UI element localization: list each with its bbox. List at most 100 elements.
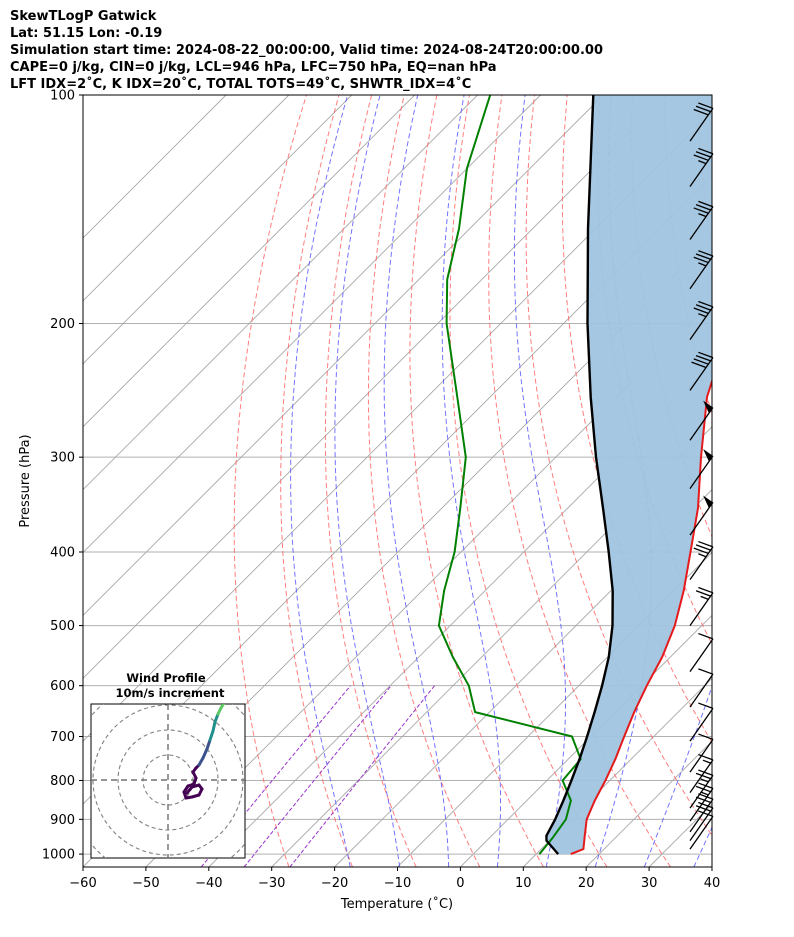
wind-barb (689, 733, 714, 773)
barb-flag (698, 702, 714, 710)
dry-adiabat-line (449, 95, 608, 867)
barb-flag (695, 805, 711, 812)
barb-flag (695, 590, 711, 597)
y-tick-label: 600 (50, 679, 75, 694)
barb-staff (689, 807, 714, 841)
time-line: Simulation start time: 2024-08-22_00:00:… (10, 43, 603, 58)
x-tick-label: −40 (195, 876, 222, 891)
wind-barb (689, 632, 714, 673)
barb-flag (698, 668, 714, 675)
temperature-line (570, 377, 712, 856)
barb-staff (689, 357, 714, 391)
dry-adiabat-line (730, 95, 794, 867)
wind-barb (689, 250, 714, 290)
mixing-ratio-line (243, 685, 392, 867)
barb-flag (698, 200, 714, 208)
barb-flag (693, 154, 709, 161)
barb-flag (695, 204, 711, 211)
barb-flag (698, 586, 714, 594)
x-tick-label: 30 (641, 876, 658, 891)
wind-barb (689, 300, 714, 340)
barb-staff (689, 759, 714, 794)
isotherm-line (83, 95, 416, 428)
barb-flag (693, 358, 709, 365)
barb-staff (689, 708, 714, 742)
dry-adiabat-line (409, 95, 544, 867)
isotherm-line (83, 95, 227, 239)
barb-half-flag (698, 313, 707, 318)
moist-adiabat-line (334, 95, 401, 867)
barb-flag (693, 108, 709, 116)
indices-line-1: CAPE=0 j/kg, CIN=0 j/kg, LCL=946 hPa, LF… (10, 60, 497, 75)
dry-adiabat-line (280, 95, 353, 867)
hodograph-segment (208, 729, 215, 742)
barb-staff (689, 775, 714, 809)
barb-flag (693, 307, 709, 314)
barb-flag (698, 540, 714, 548)
barb-flag (695, 253, 711, 260)
cape-fill-layer (546, 95, 712, 855)
barb-flag (695, 796, 711, 804)
isotherm-line (271, 426, 712, 867)
barb-staff (689, 788, 714, 822)
indices-line-2: LFT IDX=2˚C, K IDX=20˚C, TOTAL TOTS=49˚C… (10, 77, 472, 92)
barb-flag (698, 769, 714, 777)
wind-profile-inset: Wind Profile 10m/s increment (90, 671, 246, 859)
x-axis-ticks: −60 −50 −40 −30 −20 −10 0 10 20 30 40 (69, 867, 720, 891)
barb-staff (689, 592, 714, 626)
y-tick-label: 400 (50, 546, 75, 561)
dewpoint-line (437, 95, 582, 855)
barb-staff (689, 815, 714, 850)
wind-barb (689, 147, 714, 187)
barb-pennant (703, 495, 713, 509)
x-tick-label: 10 (515, 876, 532, 891)
barb-flag (695, 772, 711, 780)
x-tick-label: 40 (704, 876, 721, 891)
wind-barb (689, 495, 714, 536)
barb-flag (693, 547, 709, 555)
barb-flag (695, 544, 711, 551)
hodograph-segment (219, 704, 226, 710)
barb-flag (698, 753, 714, 761)
wind-barb (689, 448, 714, 489)
y-tick-label: 200 (50, 317, 75, 332)
barb-flag (698, 793, 714, 800)
barb-staff (689, 739, 714, 773)
barb-flag (698, 250, 714, 257)
inset-subtitle: 10m/s increment (116, 686, 225, 700)
barb-staff (689, 206, 714, 240)
barb-flag (698, 810, 714, 817)
hodograph-segment (205, 738, 212, 751)
y-tick-label: 500 (50, 619, 75, 634)
dry-adiabat-line (488, 95, 672, 867)
isotherm-line (83, 95, 604, 617)
barb-staff (689, 638, 714, 673)
barb-flag (695, 105, 711, 113)
isotherm-line (83, 95, 541, 554)
parcel-line (545, 95, 614, 855)
isotherm-line (208, 363, 712, 867)
isotherm-line (334, 488, 712, 867)
barb-flag (698, 300, 714, 308)
barb-staff (689, 153, 714, 187)
barb-half-flag (700, 778, 709, 783)
x-tick-label: −10 (384, 876, 411, 891)
location-line: Lat: 51.15 Lon: -0.19 (10, 26, 163, 41)
barb-flag (698, 102, 714, 109)
barb-staff (689, 107, 714, 142)
moist-adiabat-line (441, 95, 501, 867)
wind-barb (689, 769, 714, 809)
chart-title: SkewTLogP Gatwick (10, 9, 157, 24)
dry-adiabat-line (324, 95, 417, 867)
dry-adiabat-line (763, 95, 794, 867)
isotherm-line (522, 677, 712, 867)
barb-flag (695, 151, 711, 158)
dry-adiabat-line (525, 95, 712, 837)
dry-adiabat-line (561, 95, 712, 744)
x-tick-label: 20 (578, 876, 595, 891)
barb-half-flag (698, 262, 707, 267)
x-tick-label: −50 (132, 876, 159, 891)
dry-adiabat-line (233, 95, 307, 867)
wind-barb (689, 400, 714, 441)
moist-adiabat-line (383, 95, 450, 867)
